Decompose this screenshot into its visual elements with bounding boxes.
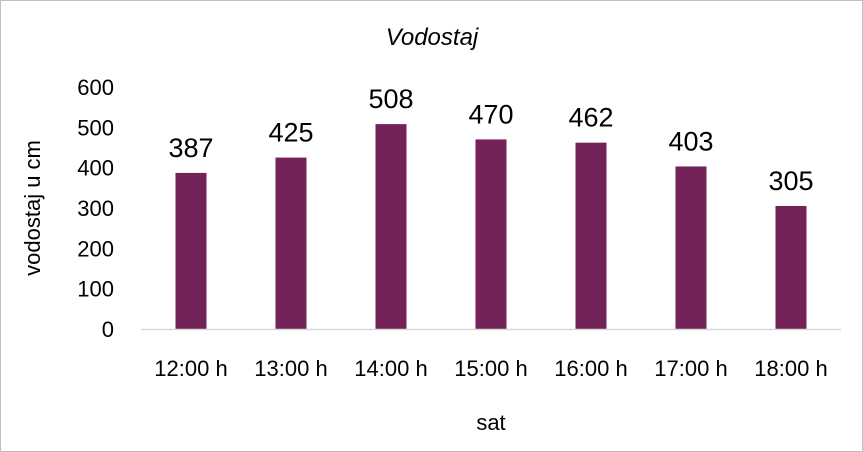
bar <box>775 205 807 329</box>
bar-value-label: 305 <box>768 166 813 196</box>
bar-value-label: 462 <box>568 103 613 133</box>
bar-value-label: 403 <box>668 126 713 156</box>
x-tick-label: 16:00 h <box>554 356 627 381</box>
y-tick-label: 500 <box>77 115 114 140</box>
y-axis-label: vodostaj u cm <box>20 140 45 276</box>
bar <box>175 172 207 329</box>
x-tick-label: 15:00 h <box>454 356 527 381</box>
chart-title: Vodostaj <box>386 24 479 51</box>
x-tick-label: 14:00 h <box>354 356 427 381</box>
y-tick-label: 0 <box>102 317 114 342</box>
y-axis-ticks: 0 100 200 300 400 500 600 <box>77 75 114 342</box>
bar-value-label: 387 <box>168 133 213 163</box>
bar <box>675 166 707 329</box>
bar-value-label: 425 <box>268 118 313 148</box>
bar <box>475 139 507 329</box>
x-tick-label: 12:00 h <box>154 356 227 381</box>
y-tick-label: 100 <box>77 277 114 302</box>
bar-value-label: 508 <box>368 84 413 114</box>
data-labels: 387 425 508 470 462 403 305 <box>168 84 813 196</box>
bar <box>375 124 407 330</box>
x-tick-label: 18:00 h <box>754 356 827 381</box>
x-tick-label: 13:00 h <box>254 356 327 381</box>
y-tick-label: 200 <box>77 236 114 261</box>
y-tick-label: 400 <box>77 156 114 181</box>
y-tick-label: 300 <box>77 196 114 221</box>
y-tick-label: 600 <box>77 75 114 100</box>
x-axis-ticks: 12:00 h 13:00 h 14:00 h 15:00 h 16:00 h 17:00… <box>154 356 827 381</box>
bar-series <box>175 124 807 330</box>
bar <box>275 157 307 329</box>
bar-value-label: 470 <box>468 99 513 129</box>
bar <box>575 142 607 329</box>
x-axis-label: sat <box>476 410 505 435</box>
x-tick-label: 17:00 h <box>654 356 727 381</box>
